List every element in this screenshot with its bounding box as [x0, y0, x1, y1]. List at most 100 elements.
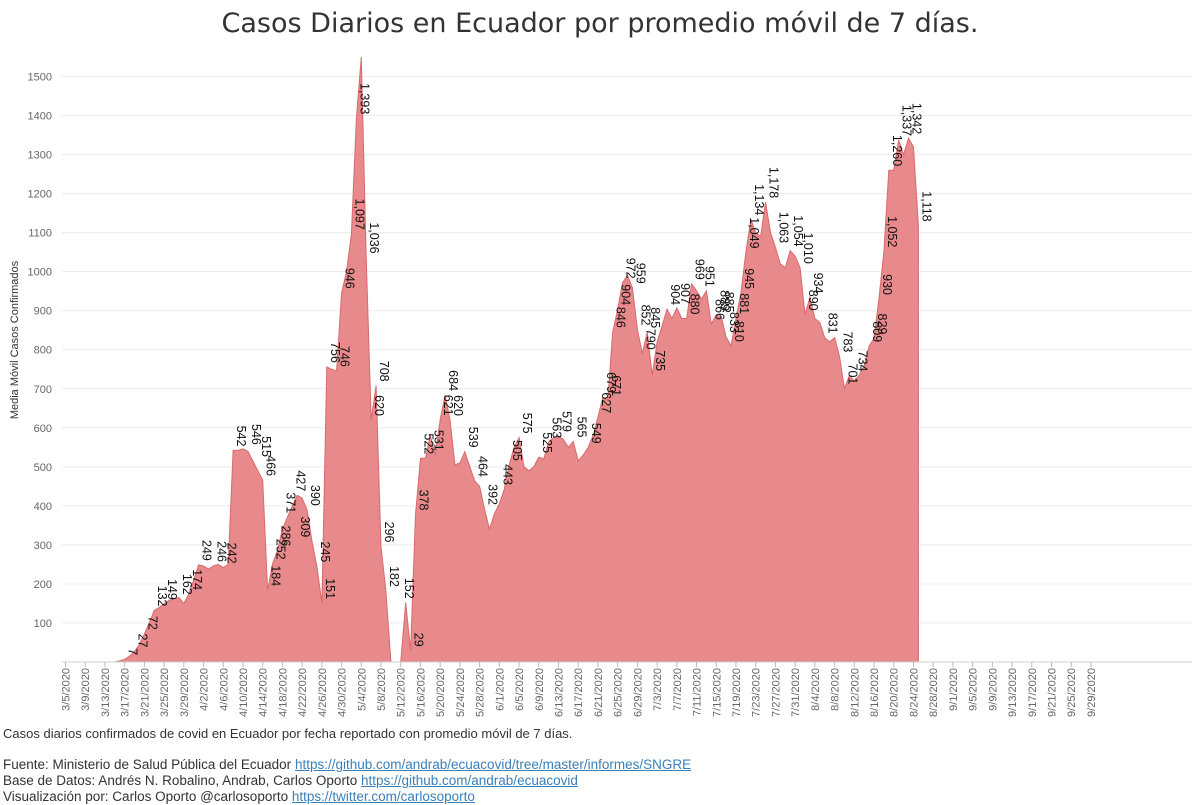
- y-tick-label: 600: [34, 423, 52, 435]
- data-label: 1,260: [890, 135, 904, 166]
- x-tick-label: 8/20/2020: [889, 668, 901, 717]
- credit-visualization-text: Visualización por: Carlos Oporto @carlos…: [3, 789, 289, 804]
- x-tick-label: 3/9/2020: [80, 668, 92, 711]
- credit-database-link[interactable]: https://github.com/andrab/ecuacovid: [360, 773, 578, 788]
- y-tick-label: 1200: [28, 189, 52, 201]
- data-label: 286: [278, 526, 292, 547]
- data-label: 880: [688, 294, 702, 315]
- x-tick-label: 3/21/2020: [139, 668, 151, 717]
- data-label: 790: [643, 329, 657, 350]
- x-tick-label: 6/21/2020: [593, 668, 605, 717]
- data-label: 252: [274, 539, 288, 560]
- data-label: 1,010: [801, 232, 815, 263]
- x-tick-label: 5/4/2020: [356, 668, 368, 711]
- x-tick-label: 7/19/2020: [731, 668, 743, 717]
- data-label: 565: [574, 417, 588, 438]
- x-tick-label: 3/25/2020: [159, 668, 171, 717]
- data-label: 1,393: [357, 83, 371, 114]
- data-label: 783: [841, 332, 855, 353]
- x-tick-label: 4/10/2020: [238, 668, 250, 717]
- x-tick-label: 5/28/2020: [475, 668, 487, 717]
- x-tick-label: 6/29/2020: [632, 668, 644, 717]
- data-label: 309: [298, 517, 312, 538]
- x-tick-label: 6/17/2020: [573, 668, 585, 717]
- y-tick-label: 1000: [28, 267, 52, 279]
- y-tick-label: 800: [34, 345, 52, 357]
- credit-database: Base de Datos: Andrés N. Robalino, Andra…: [3, 773, 578, 788]
- x-tick-label: 6/5/2020: [514, 668, 526, 711]
- x-tick-label: 6/1/2020: [494, 668, 506, 711]
- data-label: 831: [826, 313, 840, 334]
- data-label: 671: [609, 375, 623, 396]
- x-tick-label: 5/24/2020: [455, 668, 467, 717]
- data-label: 371: [283, 492, 297, 513]
- data-label: 1,097: [352, 199, 366, 230]
- data-label: 531: [431, 430, 445, 451]
- data-label: 1,054: [791, 215, 805, 246]
- credit-source-text: Fuente: Ministerio de Salud Pública del …: [3, 757, 292, 772]
- x-tick-label: 7/23/2020: [751, 668, 763, 717]
- data-label: 746: [338, 346, 352, 367]
- data-label: 390: [308, 485, 322, 506]
- data-label: 1,134: [752, 184, 766, 215]
- data-label: 174: [190, 569, 204, 590]
- data-label: 182: [387, 566, 401, 587]
- data-label: 930: [880, 274, 894, 295]
- data-label: 149: [165, 579, 179, 600]
- data-label: 951: [702, 266, 716, 287]
- data-label: 542: [234, 426, 248, 447]
- data-label: 1,063: [776, 212, 790, 243]
- x-tick-label: 7/31/2020: [790, 668, 802, 717]
- x-tick-label: 6/13/2020: [554, 668, 566, 717]
- data-label: 152: [402, 578, 416, 599]
- data-label: 1,342: [910, 103, 924, 134]
- x-tick-label: 4/2/2020: [199, 668, 211, 711]
- data-label: 829: [875, 314, 889, 335]
- y-axis-title: Media Móvil Casos Confirmados: [9, 260, 21, 419]
- data-label: 904: [619, 284, 633, 305]
- y-tick-label: 900: [34, 306, 52, 318]
- x-tick-label: 6/9/2020: [534, 668, 546, 711]
- x-tick-label: 9/9/2020: [987, 668, 999, 711]
- credit-source-link[interactable]: https://github.com/andrab/ecuacovid/tree…: [294, 757, 692, 772]
- x-tick-label: 3/5/2020: [61, 668, 73, 711]
- credit-visualization-link[interactable]: https://twitter.com/carlosoporto: [291, 789, 475, 804]
- chart-title: Casos Diarios en Ecuador por promedio mó…: [221, 8, 979, 39]
- x-tick-label: 4/22/2020: [297, 668, 309, 717]
- x-tick-label: 3/29/2020: [179, 668, 191, 717]
- x-tick-label: 9/13/2020: [1007, 668, 1019, 717]
- data-label: 427: [293, 470, 307, 491]
- y-tick-label: 500: [34, 462, 52, 474]
- data-label: 515: [259, 436, 273, 457]
- data-label: 1,036: [367, 222, 381, 253]
- data-label: 945: [742, 268, 756, 289]
- y-tick-label: 1500: [28, 72, 52, 84]
- data-label: 249: [200, 540, 214, 561]
- data-label: 946: [343, 268, 357, 289]
- data-label: 809: [870, 321, 884, 342]
- y-tick-label: 1400: [28, 111, 52, 123]
- data-label: 904: [668, 284, 682, 305]
- data-label: 885: [722, 292, 736, 313]
- data-label: 246: [214, 541, 228, 562]
- data-label: 464: [476, 456, 490, 477]
- data-label: 522: [421, 433, 435, 454]
- data-label: 1,052: [885, 216, 899, 247]
- y-tick-label: 700: [34, 384, 52, 396]
- x-tick-label: 3/17/2020: [120, 668, 132, 717]
- x-tick-label: 5/8/2020: [376, 668, 388, 711]
- x-tick-label: 4/14/2020: [258, 668, 270, 717]
- credit-source: Fuente: Ministerio de Salud Pública del …: [3, 757, 691, 772]
- y-tick-label: 1100: [28, 228, 52, 240]
- data-label: 756: [328, 342, 342, 363]
- data-label: 575: [520, 413, 534, 434]
- x-tick-label: 9/17/2020: [1027, 668, 1039, 717]
- y-tick-label: 300: [34, 540, 52, 552]
- x-tick-label: 8/4/2020: [810, 668, 822, 711]
- x-tick-label: 5/20/2020: [435, 668, 447, 717]
- x-tick-label: 9/21/2020: [1047, 668, 1059, 717]
- x-tick-label: 8/12/2020: [849, 668, 861, 717]
- data-label: 443: [500, 464, 514, 485]
